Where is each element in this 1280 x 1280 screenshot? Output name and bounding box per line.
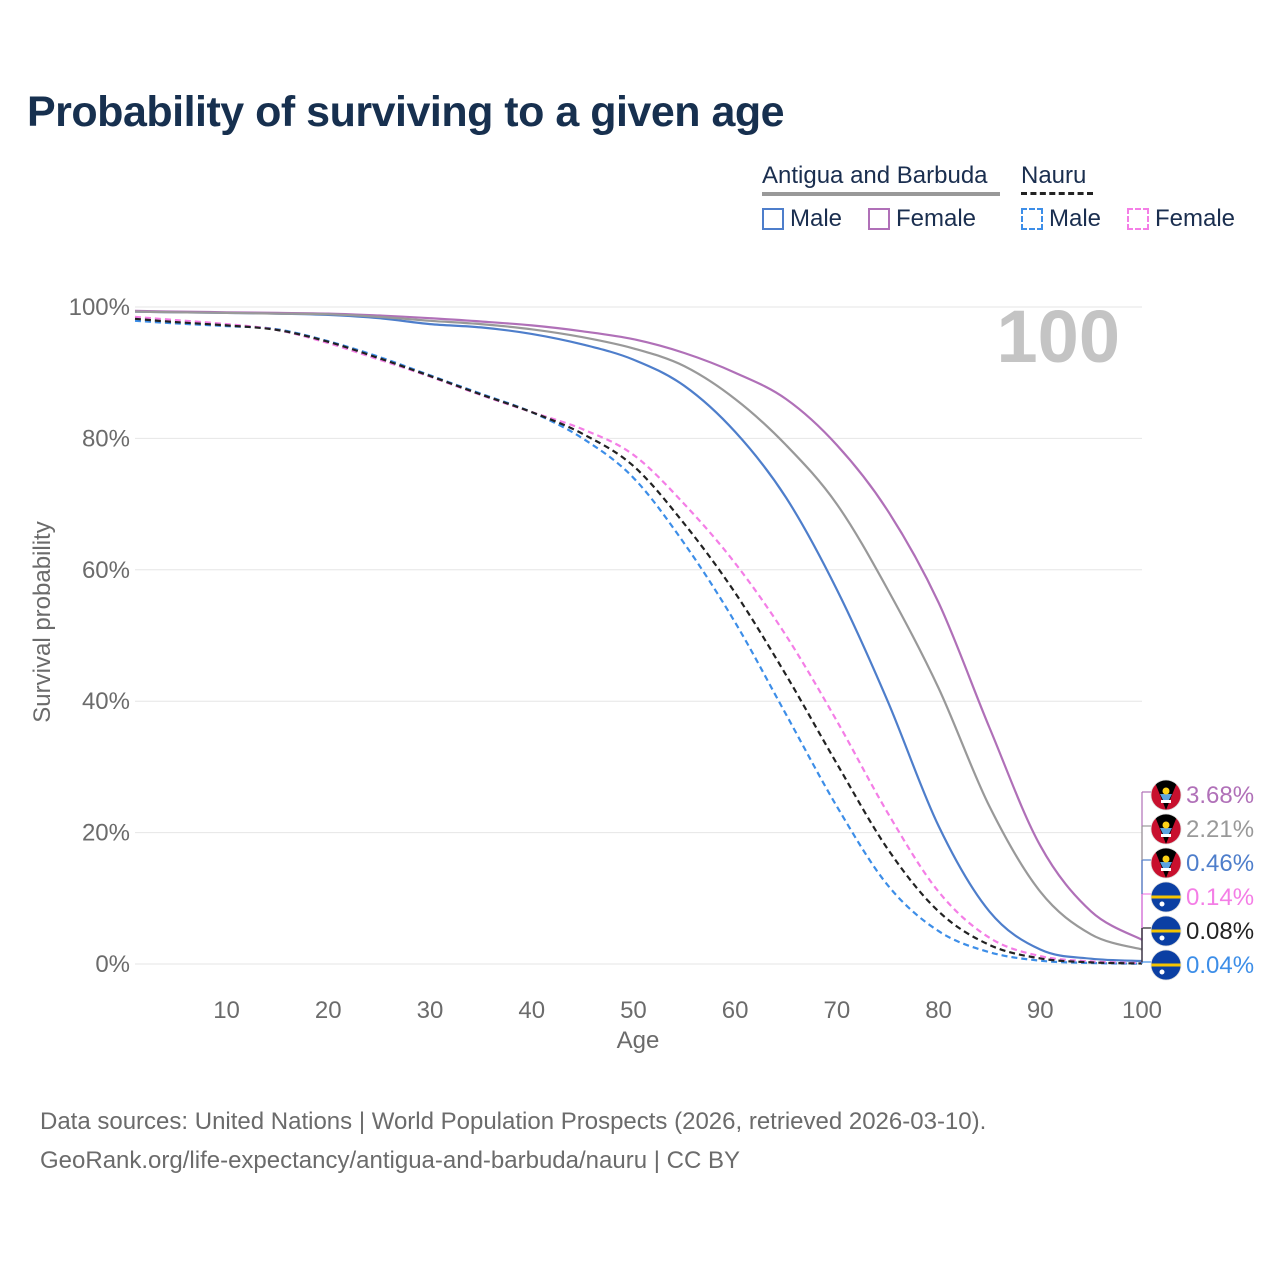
source-line: Data sources: United Nations | World Pop… bbox=[40, 1108, 987, 1135]
y-tick-label: 80% bbox=[82, 425, 130, 452]
x-tick-label: 30 bbox=[417, 997, 444, 1024]
series-line-nauru-male[interactable] bbox=[134, 319, 1143, 965]
legend-label: Male bbox=[790, 205, 843, 232]
legend-country-antigua: Antigua and Barbuda bbox=[762, 162, 988, 189]
y-tick-labels: 0% 20% 40% 60% 80% 100% bbox=[69, 294, 130, 978]
legend-item-antigua-female[interactable]: Female bbox=[868, 204, 976, 234]
y-tick-label: 20% bbox=[82, 820, 130, 847]
nauru-flag-icon bbox=[1150, 949, 1182, 981]
end-value-label: 2.21% bbox=[1186, 816, 1254, 843]
nauru-flag-icon bbox=[1150, 915, 1182, 947]
year-watermark: 100 bbox=[997, 295, 1120, 378]
legend-label: Male bbox=[1049, 205, 1102, 232]
grid-lines bbox=[135, 306, 1142, 965]
x-tick-label: 50 bbox=[620, 997, 647, 1024]
antigua-flag-icon bbox=[1150, 779, 1182, 811]
source-url: GeoRank.org/life-expectancy/antigua-and-… bbox=[40, 1147, 740, 1174]
chart-title: Probability of surviving to a given age bbox=[27, 88, 785, 136]
nauru-flag-icon bbox=[1150, 881, 1182, 913]
end-value-label: 0.08% bbox=[1186, 918, 1254, 945]
x-tick-label: 20 bbox=[315, 997, 342, 1024]
y-axis-label: Survival probability bbox=[29, 521, 56, 722]
x-axis-label: Age bbox=[617, 1027, 660, 1054]
end-value-label: 0.04% bbox=[1186, 952, 1254, 979]
end-value-label: 0.14% bbox=[1186, 884, 1254, 911]
legend-swatch bbox=[1021, 208, 1043, 230]
series-line-nauru-female[interactable] bbox=[134, 315, 1143, 965]
x-tick-label: 40 bbox=[518, 997, 545, 1024]
x-tick-label: 80 bbox=[925, 997, 952, 1024]
x-tick-labels: 10 20 30 40 50 60 70 80 90 100 bbox=[213, 997, 1162, 1024]
legend-item-nauru-female[interactable]: Female bbox=[1127, 204, 1235, 234]
x-tick-label: 100 bbox=[1122, 997, 1162, 1024]
series-line-nauru[interactable] bbox=[134, 317, 1143, 965]
legend-swatch bbox=[868, 208, 890, 230]
legend-label: Female bbox=[1155, 205, 1236, 232]
legend-swatch bbox=[1127, 208, 1149, 230]
x-tick-label: 60 bbox=[722, 997, 749, 1024]
legend-nauru-line bbox=[1021, 192, 1093, 195]
end-value-label: 3.68% bbox=[1186, 782, 1254, 809]
legend-item-antigua-male[interactable]: Male bbox=[762, 204, 842, 234]
legend-label: Female bbox=[896, 205, 977, 232]
y-tick-label: 60% bbox=[82, 557, 130, 584]
legend-swatch bbox=[762, 208, 784, 230]
series-lines bbox=[134, 309, 1143, 965]
series-line-antigua-and-barbuda-female[interactable] bbox=[134, 309, 1143, 941]
series-line-antigua-and-barbuda[interactable] bbox=[134, 310, 1143, 951]
end-value-label: 0.46% bbox=[1186, 850, 1254, 877]
antigua-flag-icon bbox=[1150, 813, 1182, 845]
x-tick-label: 70 bbox=[823, 997, 850, 1024]
x-tick-label: 90 bbox=[1027, 997, 1054, 1024]
y-tick-label: 0% bbox=[95, 951, 130, 978]
legend: Antigua and Barbuda Nauru Male Female Ma… bbox=[760, 162, 1260, 242]
survival-chart: 0% 20% 40% 60% 80% 100% 10 20 30 40 50 60 70 80 90 100… bbox=[29, 294, 1254, 1054]
legend-antigua-line bbox=[762, 192, 1000, 196]
y-tick-label: 40% bbox=[82, 688, 130, 715]
x-tick-label: 10 bbox=[213, 997, 240, 1024]
antigua-flag-icon bbox=[1150, 847, 1182, 879]
legend-country-nauru: Nauru bbox=[1021, 162, 1087, 189]
legend-item-nauru-male[interactable]: Male bbox=[1021, 204, 1101, 234]
series-line-antigua-and-barbuda-male[interactable] bbox=[134, 310, 1143, 963]
end-labels: 3.68% 2.21% 0.46% 0.14% 0.08% 0.04% bbox=[1141, 779, 1254, 981]
y-tick-label: 100% bbox=[69, 294, 130, 321]
